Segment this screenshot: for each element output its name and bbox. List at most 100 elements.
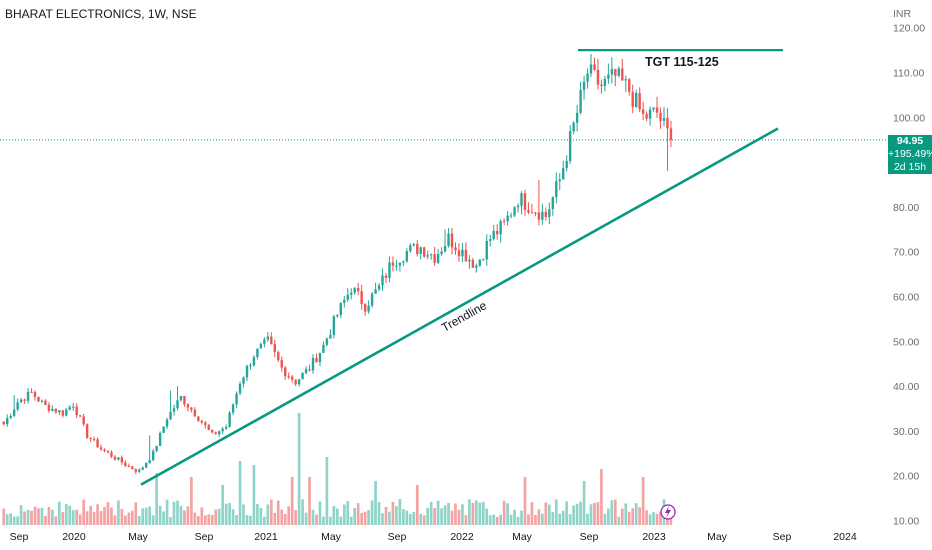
candle-body (589, 64, 593, 74)
candle-body (426, 255, 429, 257)
candle-body (217, 431, 221, 435)
price-axis[interactable]: 120.00110.00100.0090.0080.0070.0060.0050… (893, 23, 925, 528)
candle-body (492, 230, 495, 240)
time-tick-label: May (707, 531, 728, 543)
volume-bar (336, 508, 339, 525)
volume-bar (426, 507, 430, 525)
candle-body (9, 415, 12, 419)
volume-bar (12, 516, 16, 525)
volume-bar (61, 511, 65, 525)
volume-bar (263, 516, 266, 525)
candle-body (6, 418, 9, 425)
candle-body (19, 399, 23, 403)
volume-bar (582, 481, 586, 525)
volume-bar (568, 514, 572, 525)
volume-bar (614, 499, 617, 525)
candle-body (47, 405, 51, 411)
candle-body (527, 209, 530, 213)
volume-bar (384, 506, 388, 525)
volume-bar (641, 477, 645, 525)
time-tick-label: Sep (773, 531, 792, 543)
volume-bar (23, 511, 26, 525)
volume-bar (273, 512, 277, 525)
candle-body (374, 289, 377, 294)
volume-bar (51, 509, 54, 525)
candle-body (200, 420, 204, 423)
candle-body (158, 432, 162, 446)
candle-body (447, 233, 450, 247)
volume-bar (575, 503, 579, 525)
candle-body (242, 377, 245, 384)
candle-body (423, 247, 426, 257)
candle-body (641, 109, 645, 114)
candle-body (99, 447, 103, 450)
volume-bar (290, 477, 294, 525)
candle-body (155, 445, 158, 451)
volume-bar (485, 508, 489, 525)
candle-body (259, 344, 263, 349)
volume-bar (596, 502, 600, 525)
candle-body (652, 107, 655, 110)
candle-body (502, 220, 506, 222)
volume-bar (655, 513, 659, 525)
candle-body (197, 416, 200, 421)
candle-body (58, 410, 61, 413)
time-axis[interactable]: Sep 2020 May Sep 2021 May Sep 2022 May Sep 2023 May… (10, 531, 857, 543)
candle-body (270, 336, 273, 345)
candle-body (482, 259, 485, 261)
candle-body (179, 396, 183, 401)
volume-bar (287, 506, 291, 525)
candle-body (26, 391, 30, 401)
volume-bar (256, 503, 259, 525)
candle-body (395, 265, 398, 267)
volume-bar (516, 516, 520, 525)
candle-body (245, 365, 249, 378)
volume-bar (447, 502, 450, 525)
candle-body (634, 92, 638, 108)
volume-bar (395, 506, 398, 525)
candle-body (40, 400, 44, 402)
volume-bar (659, 512, 662, 525)
volume-bar (120, 508, 124, 525)
candle-body (339, 302, 343, 315)
candle-body (72, 406, 75, 408)
price-tick-label: 120.00 (893, 23, 925, 35)
volume-bar (151, 515, 155, 525)
time-tick-label: Sep (580, 531, 599, 543)
volume-bar (523, 477, 527, 525)
candle-body (350, 292, 353, 295)
volume-bar (207, 514, 211, 525)
candle-body (273, 344, 276, 353)
candle-body (297, 379, 301, 385)
candle-body (440, 251, 443, 254)
candle-body (318, 352, 322, 363)
candle-body (548, 209, 551, 217)
volume-bar (457, 509, 461, 525)
volume-bar (610, 500, 614, 525)
volume-bar (346, 501, 350, 525)
candle-body (151, 450, 155, 461)
volume-bar (398, 499, 402, 525)
time-tick-label: 2024 (833, 531, 857, 543)
volume-bar (377, 502, 381, 525)
volume-bar (356, 503, 360, 525)
volume-bar (144, 507, 148, 525)
candle-body (301, 373, 304, 380)
candle-body (162, 426, 165, 433)
candle-body (520, 193, 523, 206)
price-tick-label: 100.00 (893, 112, 925, 124)
volume-bar (669, 515, 673, 525)
candle-body (450, 233, 454, 248)
candle-body (377, 285, 381, 290)
volume-bar (190, 477, 193, 525)
volume-bar (468, 499, 471, 525)
volume-bar (534, 514, 537, 525)
candle-body (409, 245, 412, 252)
time-tick-label: Sep (195, 531, 214, 543)
volume-bar (158, 505, 162, 525)
volume-bar (37, 508, 40, 525)
candle-body (391, 262, 395, 266)
candle-body (165, 419, 169, 427)
